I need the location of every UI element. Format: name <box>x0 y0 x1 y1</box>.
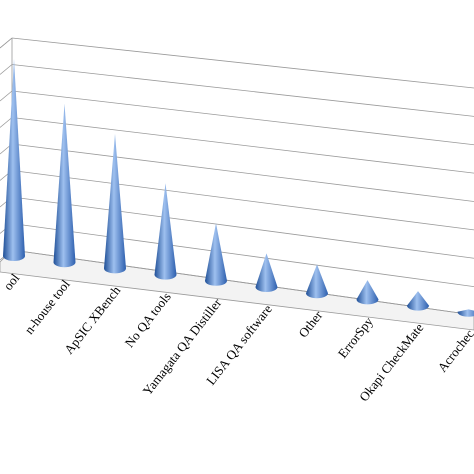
category-label: ErrorSpy <box>335 314 376 361</box>
cone-bar <box>306 264 328 299</box>
cone-bar <box>154 183 177 280</box>
category-label: ApSIC XBench <box>61 283 124 357</box>
gridline-side <box>0 64 13 75</box>
cone-bar <box>407 291 429 311</box>
cone-body <box>205 223 227 286</box>
gridline <box>11 170 474 231</box>
gridline <box>11 249 474 316</box>
gridline-side <box>0 37 13 49</box>
cone-body <box>53 103 76 268</box>
gridline-side <box>0 117 13 128</box>
gridline-side <box>0 90 13 102</box>
gridline <box>11 37 474 89</box>
cone-body <box>154 183 177 280</box>
cones <box>3 58 474 317</box>
cone-bar <box>104 133 126 274</box>
category-label: Other <box>295 307 325 340</box>
gridline <box>11 117 474 174</box>
gridline <box>11 64 474 117</box>
cone-body <box>457 309 474 317</box>
cone-bar <box>53 103 76 268</box>
gridline <box>11 143 474 202</box>
cone-body <box>356 280 379 305</box>
category-label: Acrochec <box>434 326 474 375</box>
category-label: n-house tool <box>21 277 73 337</box>
cone-bar <box>205 223 227 286</box>
cone-body <box>255 253 278 292</box>
gridline <box>11 90 474 146</box>
cone-bar <box>457 309 474 317</box>
cone-body <box>306 264 328 299</box>
cone-body <box>407 291 429 311</box>
gridline <box>11 196 474 259</box>
cone-bar <box>255 253 278 292</box>
cone-body <box>3 58 25 261</box>
gridline <box>11 223 474 288</box>
cone-bar <box>356 280 379 305</box>
category-label: No QA tools <box>122 289 174 350</box>
cone-body <box>104 133 126 274</box>
cone-bar <box>3 58 25 261</box>
